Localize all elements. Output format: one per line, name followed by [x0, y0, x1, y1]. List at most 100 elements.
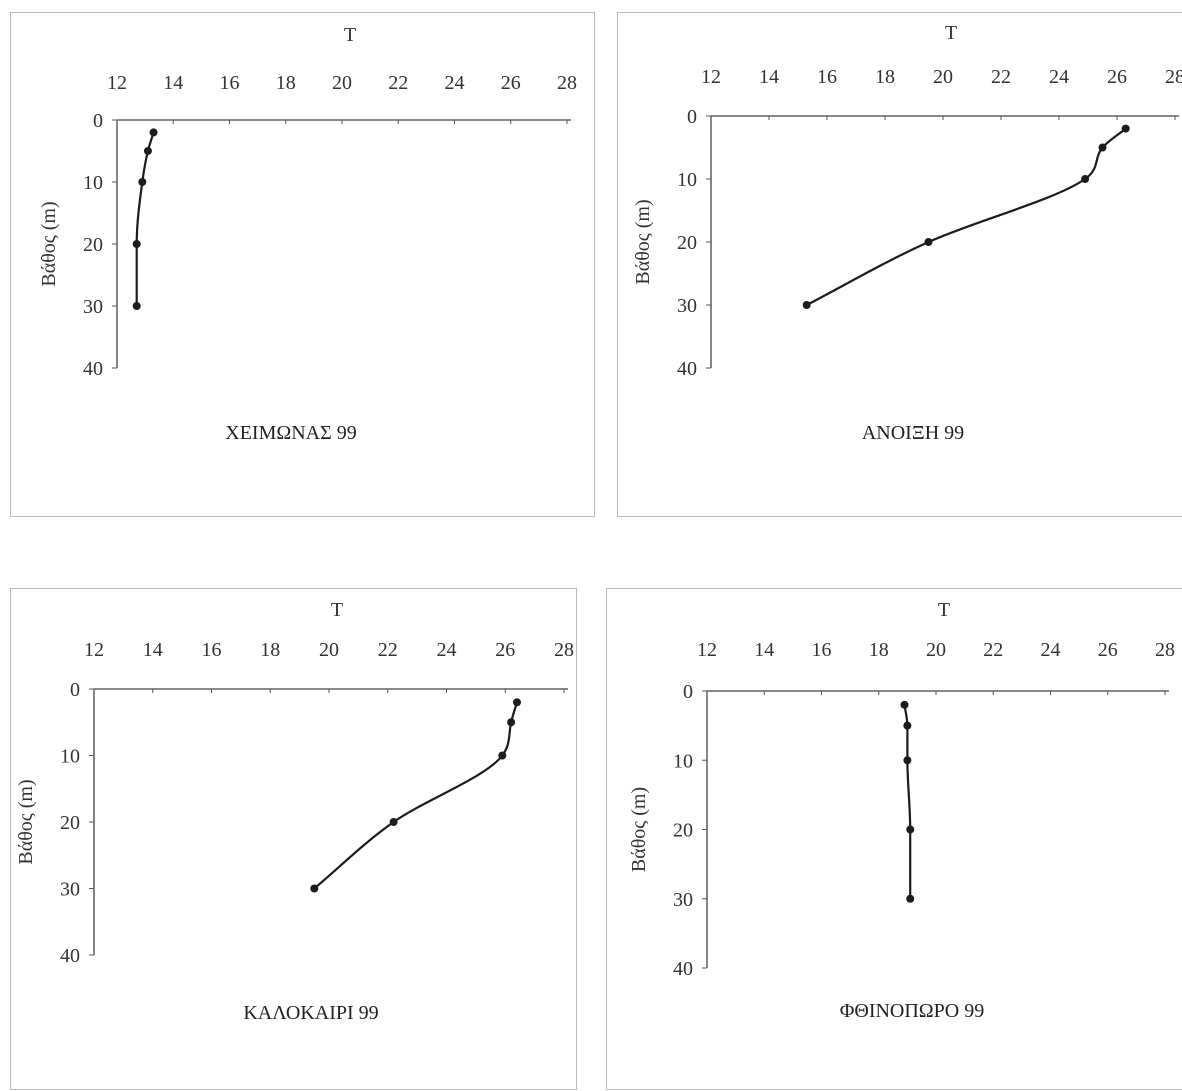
data-point: [1121, 124, 1130, 133]
data-point: [802, 301, 811, 309]
y-tick-label: 20: [60, 812, 80, 834]
x-tick-label: 18: [276, 72, 296, 94]
y-tick-label: 20: [673, 820, 693, 842]
data-point: [903, 756, 912, 765]
y-tick-label: 10: [673, 750, 693, 772]
y-tick-label: 30: [673, 889, 693, 911]
x-tick-label: 20: [926, 639, 946, 661]
x-tick-label: 18: [869, 639, 889, 661]
y-tick-label: 40: [673, 958, 693, 980]
y-tick-label: 10: [83, 172, 103, 194]
data-point: [132, 240, 141, 248]
x-tick-label: 20: [933, 66, 953, 88]
chart-svg: 12 14 16 18 20 22 24 26 28 0 10 20 30 40 T Βάθος (m) ΚΑΛ…: [15, 599, 574, 1024]
y-tick-label: 0: [683, 681, 693, 703]
x-tick-label: 12: [84, 639, 104, 661]
data-point: [149, 128, 158, 137]
chart-svg: 12 14 16 18 20 22 24 26 28 0 10 20 30 40 T Βάθος (m) ΧΕΙ…: [38, 24, 577, 444]
x-tick-label: 22: [378, 639, 398, 661]
data-point: [132, 302, 141, 310]
x-tick-label: 28: [554, 639, 574, 661]
data-point: [903, 721, 912, 730]
x-tick-label: 22: [983, 639, 1003, 661]
y-tick-label: 30: [60, 879, 80, 901]
x-axis-title: T: [945, 22, 957, 44]
chart-panel-spring: 12 14 16 18 20 22 24 26 28 0 10 20 30 40 T Βάθος (m) ΑΝΟ…: [617, 12, 1182, 517]
data-point: [900, 700, 909, 709]
chart-title: ΚΑΛΟΚΑΙΡΙ 99: [243, 1002, 378, 1024]
series-line: [903, 704, 912, 899]
chart-svg: 12 14 16 18 20 22 24 26 28 0 10 20 30 40 T Βάθος (m) ΦΘΙ…: [628, 599, 1175, 1022]
data-point: [310, 884, 319, 893]
y-tick-label: 0: [687, 106, 697, 128]
chart-title: ΧΕΙΜΩΝΑΣ 99: [225, 422, 357, 444]
x-tick-label: 14: [754, 639, 774, 661]
x-tick-label: 26: [1098, 639, 1118, 661]
x-tick-label: 26: [495, 639, 515, 661]
chart-title: ΦΘΙΝΟΠΩΡΟ 99: [840, 1000, 984, 1022]
x-tick-label: 16: [812, 639, 832, 661]
x-tick-label: 16: [202, 639, 222, 661]
x-tick-label: 24: [1049, 66, 1069, 88]
x-axis-title: T: [331, 599, 343, 621]
y-tick-label: 10: [60, 746, 80, 768]
y-axis-title: Βάθος (m): [628, 787, 650, 872]
data-point: [498, 751, 507, 760]
data-point: [143, 147, 152, 155]
x-tick-label: 18: [260, 639, 280, 661]
x-tick-label: 14: [143, 639, 163, 661]
x-axis-title: T: [938, 599, 950, 621]
y-tick-label: 30: [677, 295, 697, 317]
chart-panel-autumn: 12 14 16 18 20 22 24 26 28 0 10 20 30 40 T Βάθος (m) ΦΘΙ…: [606, 588, 1182, 1090]
series-line: [135, 132, 155, 306]
chart-panel-summer: 12 14 16 18 20 22 24 26 28 0 10 20 30 40 T Βάθος (m) ΚΑΛ…: [10, 588, 577, 1090]
chart-panel-winter: 12 14 16 18 20 22 24 26 28 0 10 20 30 40 T Βάθος (m) ΧΕΙ…: [10, 12, 595, 517]
x-tick-label: 20: [332, 72, 352, 94]
data-point: [138, 178, 147, 186]
y-tick-label: 40: [60, 945, 80, 967]
data-point: [513, 698, 521, 707]
y-tick-label: 40: [677, 358, 697, 380]
data-point: [1081, 175, 1090, 183]
y-axis-title: Βάθος (m): [38, 201, 60, 286]
y-tick-label: 0: [70, 679, 80, 701]
x-tick-label: 24: [1041, 639, 1061, 661]
y-tick-label: 10: [677, 169, 697, 191]
x-tick-label: 28: [1165, 66, 1182, 88]
x-tick-label: 12: [697, 639, 717, 661]
x-tick-label: 12: [701, 66, 721, 88]
x-tick-label: 22: [991, 66, 1011, 88]
y-tick-label: 0: [93, 110, 103, 132]
x-tick-label: 20: [319, 639, 339, 661]
series-line: [313, 701, 519, 890]
x-tick-label: 24: [445, 72, 465, 94]
x-tick-label: 16: [220, 72, 240, 94]
data-point: [924, 238, 933, 246]
x-axis-title: T: [344, 24, 356, 46]
x-tick-label: 28: [557, 72, 577, 94]
y-tick-label: 30: [83, 296, 103, 318]
chart-title: ΑΝΟΙΞΗ 99: [862, 422, 964, 444]
y-axis-title: Βάθος (m): [632, 199, 654, 284]
data-point: [1098, 143, 1107, 152]
x-tick-label: 16: [817, 66, 837, 88]
data-point: [389, 818, 398, 826]
data-point: [507, 718, 516, 727]
x-tick-label: 14: [163, 72, 183, 94]
data-point: [906, 894, 915, 903]
y-tick-label: 40: [83, 358, 103, 380]
series-line: [806, 127, 1127, 306]
x-tick-label: 14: [759, 66, 779, 88]
y-tick-label: 20: [677, 232, 697, 254]
data-point: [906, 825, 915, 834]
x-tick-label: 28: [1155, 639, 1175, 661]
chart-svg: 12 14 16 18 20 22 24 26 28 0 10 20 30 40 T Βάθος (m) ΑΝΟ…: [632, 22, 1182, 444]
x-tick-label: 12: [107, 72, 127, 94]
x-tick-label: 26: [1107, 66, 1127, 88]
x-tick-label: 22: [388, 72, 408, 94]
y-axis-title: Βάθος (m): [15, 779, 37, 864]
x-tick-label: 24: [437, 639, 457, 661]
y-tick-label: 20: [83, 234, 103, 256]
x-tick-label: 26: [501, 72, 521, 94]
x-tick-label: 18: [875, 66, 895, 88]
